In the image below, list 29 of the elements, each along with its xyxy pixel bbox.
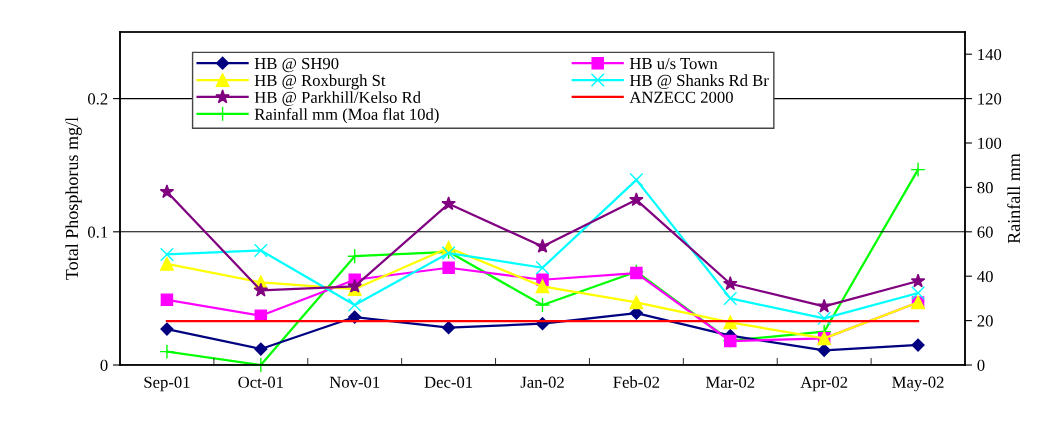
y2-tick-label: 140 — [978, 48, 1002, 61]
y2-tick-label: 80 — [977, 182, 993, 194]
x-tick-label: Apr-02 — [800, 376, 848, 392]
y-tick-label: 0 — [100, 359, 108, 371]
y2-axis-title: Rainfall mm — [1007, 153, 1021, 244]
legend-label: HB @ Parkhill/Kelso Rd — [254, 91, 421, 106]
legend-label: HB @ Shanks Rd Br — [629, 74, 769, 90]
y2-tick-label: 40 — [977, 270, 993, 283]
legend-label: HB @ SH90 — [254, 57, 339, 73]
x-tick-label: Nov-01 — [329, 376, 380, 388]
y-tick-label: 0.1 — [88, 226, 108, 238]
y2-tick-label: 60 — [977, 226, 993, 238]
legend-label: Rainfall mm (Moa flat 10d) — [254, 108, 439, 124]
y2-tick-label: 120 — [978, 93, 1002, 105]
x-tick-label: Oct-01 — [238, 376, 283, 388]
y2-tick-label: 0 — [977, 359, 985, 371]
x-tick-label: May-02 — [892, 376, 944, 392]
x-tick-label: Mar-02 — [705, 376, 755, 388]
y-axis-title: Total Phosphorus mg/l — [65, 117, 82, 280]
x-tick-label: Jan-02 — [520, 376, 564, 388]
y2-tick-label: 20 — [977, 315, 993, 327]
legend-label: ANZECC 2000 — [629, 91, 733, 103]
x-tick-label: Dec-01 — [424, 376, 473, 388]
legend-label: HB @ Roxburgh St — [254, 74, 386, 90]
y2-tick-label: 100 — [978, 137, 1002, 149]
x-tick-label: Sep-01 — [144, 376, 190, 392]
x-tick-label: Feb-02 — [613, 376, 660, 388]
y-tick-label: 0.2 — [88, 93, 108, 105]
legend-label: HB u/s Town — [629, 58, 718, 70]
